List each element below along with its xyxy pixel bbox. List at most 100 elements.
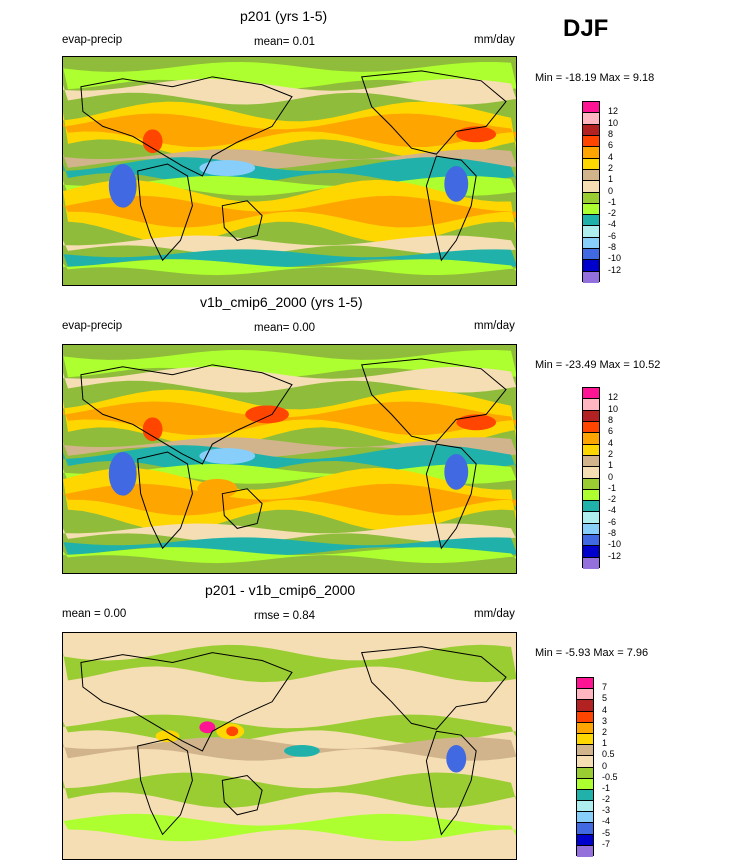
- colorbar-tick-label: 2: [608, 162, 614, 173]
- colorbar-tick-label: -2: [602, 794, 611, 805]
- colorbar-swatch: [583, 158, 599, 170]
- colorbar-swatch: [583, 124, 599, 136]
- colorbar-tick-label: 6: [608, 140, 614, 151]
- colorbar-tick-label: -4: [608, 219, 617, 230]
- colorbar-swatch: [583, 478, 599, 490]
- colorbar-swatch: [583, 388, 599, 400]
- colorbar-swatch: [577, 689, 593, 701]
- colorbar-swatch: [577, 845, 593, 857]
- colorbar-tick-label: -7: [602, 838, 611, 849]
- colorbar-swatch: [583, 535, 599, 547]
- colorbar-swatch: [577, 778, 593, 790]
- colorbar-swatch: [577, 711, 593, 723]
- colorbar-swatch: [583, 249, 599, 261]
- colorbar-swatch: [583, 489, 599, 502]
- panel1-colorbar: [582, 101, 600, 283]
- panel3-colorbar: [576, 677, 594, 857]
- colorbar-swatch: [583, 147, 599, 159]
- panel3-rmse: rmse = 0.84: [254, 610, 316, 622]
- colorbar-swatch: [583, 237, 599, 250]
- colorbar-tick-label: 4: [608, 151, 614, 162]
- colorbar-tick-label: 5: [602, 693, 608, 704]
- panel2-minmax: Min = -23.49 Max = 10.52: [535, 359, 661, 371]
- colorbar-tick-label: -5: [602, 827, 611, 838]
- colorbar-tick-label: 4: [602, 704, 608, 715]
- colorbar-tick-label: -1: [608, 482, 617, 493]
- colorbar-swatch: [577, 722, 593, 734]
- colorbar-swatch: [577, 801, 593, 813]
- colorbar-swatch: [583, 192, 599, 204]
- colorbar-swatch: [583, 260, 599, 272]
- colorbar-swatch: [583, 271, 599, 283]
- colorbar-swatch: [583, 433, 599, 445]
- colorbar-tick-label: -4: [602, 816, 611, 827]
- colorbar-swatch: [583, 203, 599, 216]
- colorbar-swatch: [583, 501, 599, 513]
- colorbar-swatch: [583, 399, 599, 411]
- colorbar-swatch: [577, 678, 593, 690]
- panel2-units: mm/day: [474, 320, 515, 332]
- panel2-title: v1b_cmip6_2000 (yrs 1-5): [200, 294, 363, 310]
- panel2-map: [62, 344, 517, 574]
- colorbar-tick-label: -10: [608, 253, 622, 264]
- colorbar-tick-label: -6: [608, 516, 617, 527]
- colorbar-tick-label: -10: [608, 539, 622, 550]
- colorbar-swatch: [583, 546, 599, 558]
- colorbar-swatch: [577, 812, 593, 824]
- panel3-units: mm/day: [474, 608, 515, 620]
- panel2-mean: mean= 0.00: [254, 322, 316, 334]
- colorbar-tick-label: -4: [608, 505, 617, 516]
- colorbar-swatch: [583, 523, 599, 536]
- colorbar-swatch: [583, 113, 599, 125]
- colorbar-tick-label: -2: [608, 494, 617, 505]
- colorbar-tick-label: -0.5: [602, 771, 618, 782]
- colorbar-tick-label: 4: [608, 437, 614, 448]
- season-label: DJF: [563, 15, 609, 42]
- colorbar-swatch: [583, 169, 599, 182]
- colorbar-tick-label: 8: [608, 128, 614, 139]
- colorbar-swatch: [577, 834, 593, 846]
- colorbar-tick-label: 10: [608, 117, 619, 128]
- colorbar-swatch: [577, 745, 593, 757]
- panel3-title: p201 - v1b_cmip6_2000: [205, 582, 356, 598]
- panel3-minmax: Min = -5.93 Max = 7.96: [535, 647, 649, 659]
- colorbar-tick-label: -12: [608, 264, 622, 275]
- panel1-map: [62, 56, 517, 286]
- colorbar-swatch: [583, 226, 599, 238]
- colorbar-tick-label: 7: [602, 682, 608, 693]
- colorbar-tick-label: 1: [602, 738, 608, 749]
- colorbar-swatch: [577, 756, 593, 768]
- colorbar-tick-label: 0: [602, 760, 608, 771]
- colorbar-tick-label: 2: [608, 448, 614, 459]
- panel3-map: [62, 632, 517, 860]
- colorbar-tick-label: 3: [602, 715, 608, 726]
- colorbar-tick-label: 10: [608, 403, 619, 414]
- colorbar-swatch: [583, 215, 599, 227]
- colorbar-swatch: [583, 455, 599, 468]
- panel1-title: p201 (yrs 1-5): [240, 8, 328, 24]
- colorbar-swatch: [583, 102, 599, 114]
- colorbar-swatch: [583, 444, 599, 456]
- colorbar-tick-label: -8: [608, 528, 617, 539]
- panel1-minmax: Min = -18.19 Max = 9.18: [535, 72, 655, 84]
- colorbar-swatch: [583, 410, 599, 422]
- colorbar-tick-label: 1: [608, 460, 614, 471]
- colorbar-tick-label: 8: [608, 414, 614, 425]
- colorbar-tick-label: -1: [602, 782, 611, 793]
- colorbar-swatch: [577, 767, 593, 779]
- panel2-variable: evap-precip: [62, 320, 123, 332]
- colorbar-swatch: [583, 135, 599, 148]
- colorbar-tick-label: -1: [608, 196, 617, 207]
- colorbar-swatch: [583, 181, 599, 193]
- colorbar-tick-label: -8: [608, 242, 617, 253]
- colorbar-tick-label: -3: [602, 805, 611, 816]
- panel1-variable: evap-precip: [62, 34, 123, 46]
- colorbar-tick-label: 0.5: [602, 749, 615, 760]
- colorbar-tick-label: -12: [608, 550, 622, 561]
- colorbar-swatch: [583, 557, 599, 569]
- panel2-colorbar: [582, 387, 600, 569]
- colorbar-tick-label: 6: [608, 426, 614, 437]
- colorbar-swatch: [577, 700, 593, 712]
- colorbar-tick-label: -6: [608, 230, 617, 241]
- colorbar-swatch: [577, 789, 593, 802]
